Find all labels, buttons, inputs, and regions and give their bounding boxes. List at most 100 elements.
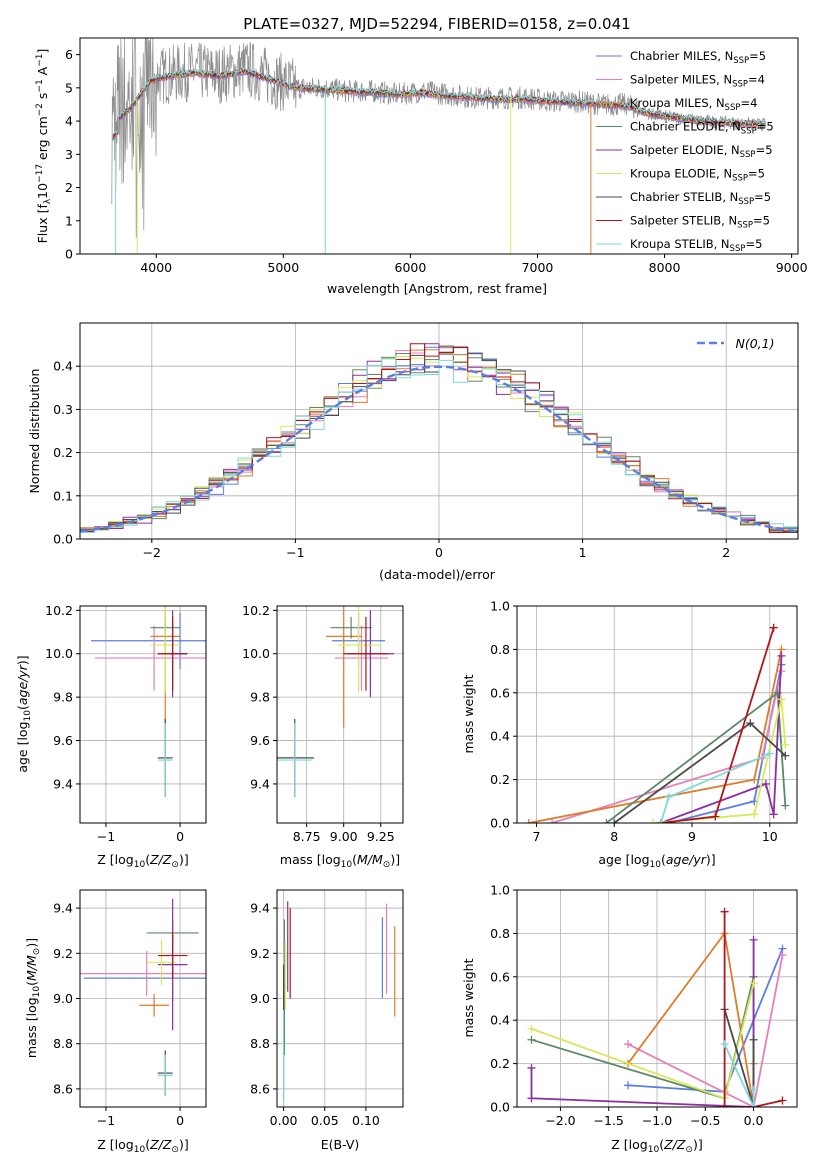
- weight-line-salpeter-elodie: [530, 939, 755, 1107]
- legend-value: =4: [740, 96, 757, 110]
- y-tick-label: 3: [65, 147, 73, 162]
- label-part: ⊙: [32, 948, 42, 956]
- legend-value: =5: [756, 143, 773, 157]
- legend-entry-chabrier-elodie: Chabrier ELODIE, NSSP=5: [630, 120, 774, 137]
- label-part: 10: [32, 986, 42, 998]
- label-part: s: [35, 93, 50, 104]
- label-part: 10: [648, 1145, 660, 1155]
- x-axis-label: E(B-V): [321, 1137, 360, 1152]
- weight-line-kroupa-stelib: [723, 1043, 755, 1107]
- legend-subscript: SSP: [732, 80, 748, 90]
- weight-point-salpeter-stelib: [720, 1103, 729, 1107]
- weight-point-salpeter-stelib: [769, 623, 778, 632]
- y-axis-label: Normed distribution: [27, 369, 42, 494]
- weight-point-kroupa-stelib: [749, 1085, 758, 1094]
- weight-point-chabrier-elodie: [527, 1035, 536, 1044]
- legend-text: Salpeter STELIB, N: [630, 214, 737, 228]
- label-part: (: [145, 1137, 150, 1152]
- y-tick-label: 0.8: [490, 642, 510, 657]
- y-axis-label: mass weight: [461, 958, 476, 1037]
- label-part: −2: [35, 103, 45, 116]
- legend-entry-salpeter-miles: Salpeter MILES, NSSP=4: [630, 73, 765, 90]
- label-part: Z [log: [611, 1137, 647, 1152]
- x-tick-label: −1: [97, 829, 115, 844]
- label-part: (: [145, 852, 150, 867]
- weight-point-kroupa-miles: [524, 819, 533, 823]
- y-tick-label: 0.0: [490, 816, 510, 831]
- label-part: 10: [650, 860, 662, 870]
- y-axis-label: mass [log10(M/M⊙)]: [24, 938, 42, 1058]
- label-part: age/yr: [15, 664, 30, 705]
- weight-line-salpeter-miles: [627, 954, 784, 1107]
- label-part: Z [log: [97, 852, 133, 867]
- weight-point-kroupa-stelib: [656, 819, 665, 823]
- x-tick-label: 9.00: [330, 829, 358, 844]
- weight-point-chabrier-elodie: [781, 801, 790, 810]
- label-part: λ: [43, 198, 53, 204]
- label-part: )]: [693, 1137, 703, 1152]
- weight-point-salpeter-elodie: [761, 779, 770, 788]
- legend-text: Chabrier STELIB, N: [630, 190, 738, 204]
- x-tick-label: 4000: [140, 260, 172, 275]
- legend-entry-kroupa-miles: Kroupa MILES, NSSP=4: [630, 96, 757, 113]
- legend-subscript: SSP: [737, 221, 753, 231]
- label-part: )]: [15, 655, 30, 665]
- label-part: 10: [35, 183, 50, 199]
- y-tick-label: 0.2: [490, 772, 510, 787]
- label-part: E(B-V): [321, 1137, 360, 1152]
- label-part: erg cm: [35, 116, 50, 164]
- legend-text: Chabrier ELODIE, N: [630, 120, 741, 134]
- y-tick-label: 1.0: [490, 883, 510, 898]
- label-part: ⊙: [383, 860, 391, 870]
- plot-area: [111, 38, 767, 254]
- label-part: N(0,1): [736, 336, 775, 351]
- x-axis-label: wavelength [Angstrom, rest frame]: [327, 281, 547, 296]
- weight-point-chabrier-miles: [624, 1081, 633, 1090]
- axes-frame: [516, 605, 798, 824]
- x-tick-label: 1: [579, 545, 587, 560]
- plot-area: [80, 343, 798, 533]
- weight-point-salpeter-elodie: [749, 935, 758, 944]
- y-tick-label: 9.8: [53, 690, 73, 705]
- label-part: ⊙: [685, 1145, 693, 1155]
- y-tick-label: 5: [65, 80, 73, 95]
- residual-histogram-panel: −2 −1 0 1 2 0.0 0.1 0.2 0.3 0.4 N(0,1) (data-model)…: [27, 322, 799, 582]
- weight-point-kroupa-elodie: [749, 979, 758, 988]
- x-tick-label: −1.0: [642, 1113, 672, 1128]
- weight-point-salpeter-stelib: [720, 907, 729, 916]
- weight-point-kroupa-elodie: [777, 695, 786, 704]
- label-part: Z/Z: [149, 1137, 172, 1152]
- x-tick-label: 0.05: [311, 1113, 339, 1128]
- label-part: (: [24, 981, 39, 986]
- legend-text: Salpeter ELODIE, N: [630, 143, 740, 157]
- legend-text: Salpeter MILES, N: [630, 73, 732, 87]
- normal-reference-curve: [80, 365, 798, 533]
- label-part: (: [15, 705, 30, 710]
- weight-point-salpeter-miles: [624, 1040, 633, 1049]
- label-part: Z/Z: [149, 852, 172, 867]
- weight-line-chabrier-elodie: [531, 976, 755, 1100]
- y-axis-label: mass weight: [461, 674, 476, 753]
- x-tick-label: 5000: [267, 260, 299, 275]
- y-tick-label: 0.2: [490, 1056, 510, 1071]
- plot-area: [277, 606, 395, 797]
- legend-text: Chabrier MILES, N: [630, 49, 733, 63]
- x-axis-label: (data-model)/error: [379, 567, 496, 582]
- y-tick-label: 0.1: [53, 488, 73, 503]
- x-tick-label: 9.25: [367, 829, 395, 844]
- label-part: A: [35, 66, 50, 79]
- y-tick-label: 1: [65, 213, 73, 228]
- axes-frame: [79, 37, 799, 255]
- label-part: )]: [706, 852, 716, 867]
- label-part: −1: [35, 79, 45, 92]
- legend-subscript: SSP: [740, 150, 756, 160]
- label-part: Z [log: [97, 1137, 133, 1152]
- y-axis-label: age [log10(age/yr)]: [15, 655, 33, 772]
- weight-point-kroupa-stelib: [765, 749, 774, 758]
- y-tick-label: 10.0: [242, 646, 270, 661]
- x-axis-label: Z [log10(Z/Z⊙)]: [611, 1137, 702, 1155]
- weight-point-salpeter-elodie: [769, 810, 778, 819]
- weight-point-salpeter-miles: [548, 819, 556, 823]
- legend-value: =5: [754, 190, 771, 204]
- plot-area: [282, 901, 396, 1101]
